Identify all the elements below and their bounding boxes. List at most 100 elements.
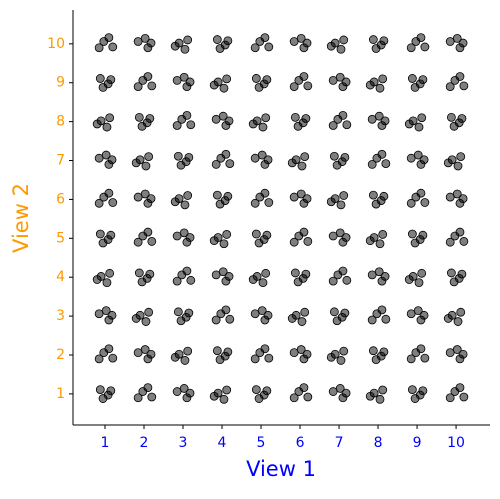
point: [221, 149, 231, 159]
point: [414, 122, 424, 132]
point: [147, 81, 157, 91]
point: [172, 121, 182, 130]
point: [134, 112, 144, 122]
point: [406, 198, 416, 208]
point: [446, 112, 456, 122]
point: [218, 267, 228, 277]
point: [95, 385, 105, 395]
point: [336, 356, 346, 365]
point: [209, 391, 219, 401]
point: [368, 346, 378, 356]
point: [260, 188, 270, 198]
point: [443, 314, 453, 323]
point: [108, 42, 118, 52]
point: [378, 74, 388, 84]
point: [303, 392, 313, 402]
point: [298, 118, 308, 128]
point: [302, 38, 312, 48]
point: [250, 198, 260, 208]
y-tick-label: 2: [56, 347, 65, 363]
point: [420, 198, 430, 207]
y-tick-label: 7: [56, 153, 65, 169]
point: [367, 315, 377, 325]
point: [131, 158, 141, 168]
point: [133, 237, 143, 247]
point: [179, 72, 189, 82]
point: [140, 345, 150, 354]
point: [413, 306, 423, 316]
point: [335, 72, 345, 82]
point: [94, 354, 104, 364]
point: [180, 200, 190, 210]
point: [454, 118, 464, 128]
point: [251, 229, 261, 239]
point: [220, 40, 230, 50]
point: [302, 194, 312, 204]
point: [296, 345, 306, 354]
point: [103, 79, 113, 89]
point: [172, 276, 182, 286]
point: [105, 113, 115, 123]
point: [406, 354, 416, 364]
point: [212, 35, 222, 44]
point: [326, 41, 336, 51]
point: [367, 160, 377, 169]
point: [104, 344, 114, 354]
point: [452, 33, 462, 43]
point: [186, 120, 196, 130]
y-tick-label: 5: [56, 230, 65, 246]
point: [143, 72, 153, 81]
point: [261, 113, 271, 123]
point: [258, 122, 268, 132]
x-tick-label: 2: [140, 435, 149, 451]
x-tick-label: 7: [335, 435, 344, 451]
x-tick-label: 8: [374, 435, 383, 451]
point: [455, 383, 465, 393]
point: [140, 189, 150, 199]
point: [446, 268, 456, 278]
point: [218, 111, 228, 121]
point: [445, 393, 455, 403]
point: [341, 233, 351, 242]
point: [264, 42, 274, 52]
point: [416, 33, 426, 43]
point: [95, 229, 105, 239]
point: [104, 188, 114, 198]
point: [326, 197, 336, 207]
point: [101, 306, 111, 316]
point: [225, 159, 235, 169]
y-tick-label: 3: [56, 308, 65, 324]
point: [144, 307, 154, 317]
point: [219, 83, 229, 93]
point: [146, 349, 156, 359]
point: [144, 152, 154, 162]
point: [260, 33, 270, 43]
y-tick-label: 1: [56, 386, 65, 402]
point: [147, 392, 157, 402]
point: [133, 393, 143, 403]
point: [143, 383, 153, 393]
point: [459, 81, 469, 91]
point: [302, 349, 312, 359]
y-tick-label: 9: [56, 75, 65, 91]
point: [454, 273, 464, 283]
point: [248, 275, 258, 284]
point: [337, 312, 347, 322]
x-tick-label: 3: [179, 435, 188, 451]
point: [365, 236, 375, 246]
point: [170, 197, 180, 207]
point: [459, 237, 469, 246]
point: [419, 155, 429, 165]
point: [220, 196, 230, 205]
point: [107, 155, 117, 165]
point: [143, 227, 153, 237]
y-tick-label: 6: [56, 191, 65, 207]
point: [224, 116, 234, 126]
point: [375, 239, 385, 249]
point: [415, 79, 425, 89]
point: [377, 149, 387, 159]
point: [341, 388, 351, 398]
point: [378, 230, 388, 239]
point: [303, 81, 313, 91]
